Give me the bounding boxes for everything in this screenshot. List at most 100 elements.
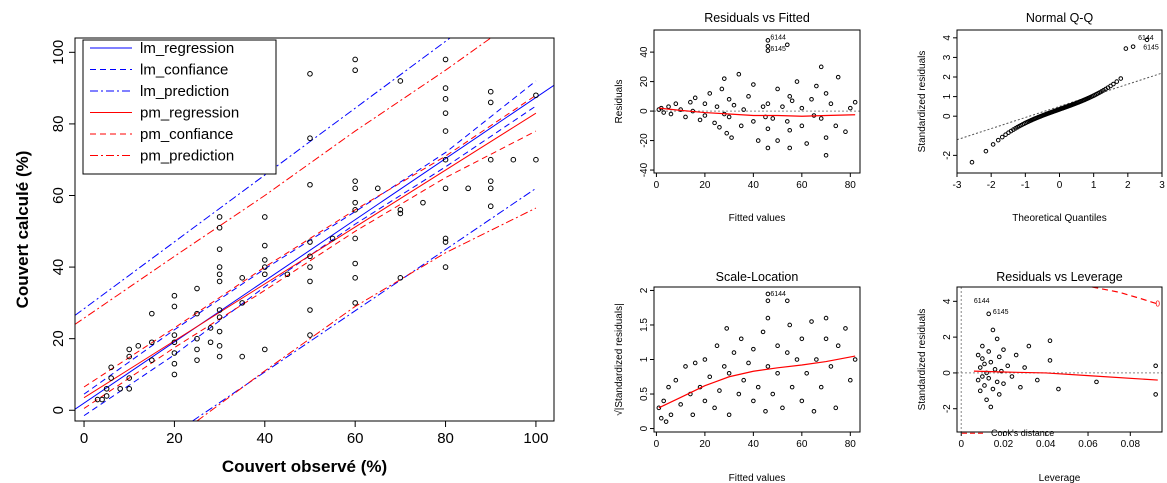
- data-point: [442, 235, 449, 242]
- data-point: [996, 354, 1002, 360]
- data-point: [207, 339, 214, 346]
- x-tick-label: 40: [256, 430, 273, 447]
- data-point: [126, 346, 133, 353]
- data-point: [804, 141, 809, 146]
- data-point: [216, 314, 223, 320]
- data-point: [1123, 46, 1129, 51]
- data-point: [329, 235, 336, 242]
- data-point: [239, 300, 245, 306]
- data-point: [668, 111, 674, 117]
- legend-label: lm_confiance: [140, 62, 228, 79]
- y-axis-label: Standardized residuals: [917, 51, 928, 153]
- smooth-line: [973, 370, 1158, 381]
- data-point: [442, 56, 449, 63]
- data-point: [533, 156, 539, 163]
- data-point: [663, 419, 669, 424]
- data-point: [397, 207, 404, 213]
- legend-label: pm_prediction: [140, 148, 234, 165]
- point-label: 6145: [993, 309, 1009, 316]
- y-axis-label: Residuals: [614, 80, 625, 124]
- data-point: [702, 398, 708, 404]
- data-point: [804, 371, 809, 376]
- data-point: [1005, 363, 1011, 369]
- data-point: [1118, 76, 1124, 81]
- data-point: [117, 385, 123, 392]
- x-axis-label: Couvert observé (%): [222, 457, 387, 476]
- data-point: [261, 346, 268, 353]
- data-point: [717, 388, 722, 393]
- data-point: [108, 364, 114, 371]
- data-point: [1026, 343, 1032, 349]
- data-point: [977, 365, 983, 370]
- data-point: [702, 357, 708, 362]
- data-point: [442, 85, 449, 91]
- data-point: [736, 71, 742, 77]
- data-point: [828, 101, 834, 107]
- data-point: [465, 185, 471, 192]
- y-tick-label: 20: [639, 76, 650, 88]
- data-point: [729, 135, 734, 140]
- data-point: [765, 38, 771, 43]
- data-point: [999, 134, 1005, 140]
- data-point: [823, 336, 829, 342]
- data-point: [726, 412, 732, 418]
- data-point: [352, 275, 358, 281]
- data-point: [986, 375, 992, 381]
- points-1: [656, 38, 858, 158]
- point-label: 6145: [770, 46, 786, 53]
- points-0: [94, 56, 539, 403]
- data-point: [673, 101, 679, 107]
- y-tick-label: 0.5: [639, 387, 650, 401]
- data-point: [765, 101, 771, 107]
- data-point: [984, 397, 989, 403]
- data-point: [990, 142, 996, 147]
- series-line-lm_prediction: [75, 38, 451, 316]
- data-point: [261, 214, 268, 220]
- data-point: [707, 91, 713, 96]
- series-line-lm_confiance: [83, 105, 537, 417]
- data-point: [787, 322, 793, 328]
- data-point: [977, 388, 983, 394]
- data-point: [352, 207, 358, 213]
- data-point: [765, 43, 771, 49]
- data-point: [712, 405, 717, 411]
- legend-label: lm_regression: [140, 40, 234, 57]
- data-point: [765, 291, 771, 297]
- x-axis-label: Leverage: [1039, 473, 1081, 483]
- data-point: [843, 129, 848, 135]
- y-tick-label: 3: [942, 54, 953, 60]
- data-point: [980, 356, 985, 361]
- data-point: [724, 130, 730, 136]
- x-tick-label: 100: [523, 430, 548, 447]
- data-point: [207, 325, 214, 331]
- data-point: [982, 383, 987, 388]
- data-point: [1001, 381, 1006, 386]
- x-axis-label: Fitted values: [729, 213, 786, 224]
- data-point: [787, 145, 793, 151]
- data-point: [149, 357, 155, 363]
- x-tick-label: 3: [1159, 180, 1165, 191]
- data-point: [442, 264, 449, 270]
- data-point: [666, 384, 671, 390]
- data-point: [216, 224, 223, 231]
- data-point: [726, 96, 732, 102]
- data-point: [103, 393, 110, 399]
- data-point: [678, 402, 683, 407]
- data-point: [765, 364, 771, 369]
- data-point: [980, 343, 985, 349]
- data-point: [726, 114, 732, 120]
- panel-frame: [653, 286, 861, 433]
- y-tick-label: 1: [639, 356, 650, 362]
- y-tick-label: 80: [50, 116, 67, 133]
- series-line-pm_confiance: [83, 130, 537, 409]
- data-point: [975, 352, 981, 358]
- data-point: [487, 156, 494, 163]
- axes-3: 0 20 40 60 80 0 0.5 1 1.5 2: [639, 287, 856, 450]
- data-point: [765, 315, 771, 321]
- data-point: [755, 138, 761, 143]
- data-point: [843, 326, 848, 331]
- data-point: [487, 88, 494, 95]
- y-axis-label: Couvert calculé (%): [13, 151, 32, 309]
- data-point: [1056, 386, 1061, 392]
- data-point: [823, 135, 829, 140]
